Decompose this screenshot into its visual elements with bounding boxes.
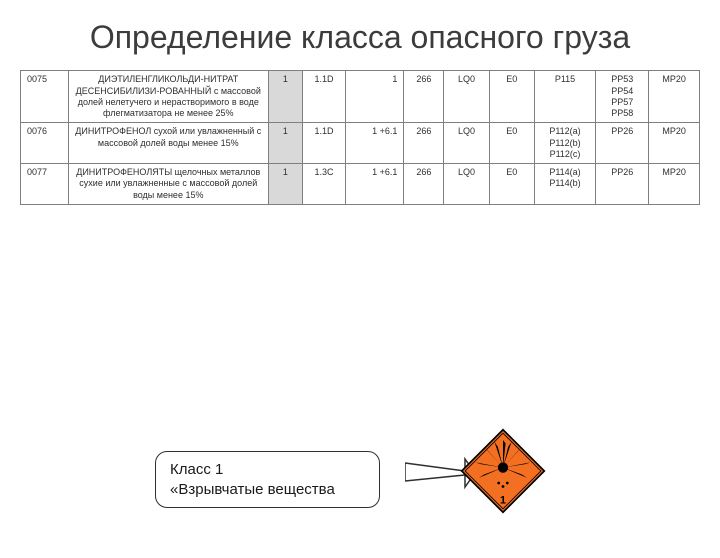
cell-pp: PP53 PP54 PP57 PP58 (596, 71, 649, 123)
cell-code: 0075 (21, 71, 69, 123)
cell-num: 266 (404, 164, 444, 205)
cell-p: P114(a) P114(b) (534, 164, 595, 205)
cell-mp: MP20 (649, 123, 700, 164)
cell-pp: PP26 (596, 123, 649, 164)
cell-lq: LQ0 (444, 123, 489, 164)
cell-col1: 1 (268, 123, 303, 164)
page-title: Определение класса опасного груза (40, 18, 680, 56)
cell-code: 0076 (21, 123, 69, 164)
callout-line2: «Взрывчатые вещества (170, 481, 335, 498)
hazmat-table: 0075ДИЭТИЛЕНГЛИКОЛЬДИ-НИТРАТ ДЕСЕНСИБИЛИ… (20, 70, 700, 205)
cell-e: E0 (489, 71, 534, 123)
cell-num: 266 (404, 123, 444, 164)
cell-mp: MP20 (649, 164, 700, 205)
cell-code: 0077 (21, 164, 69, 205)
cell-lq: LQ0 (444, 164, 489, 205)
cell-pp: PP26 (596, 164, 649, 205)
cell-e: E0 (489, 164, 534, 205)
table-row: 0075ДИЭТИЛЕНГЛИКОЛЬДИ-НИТРАТ ДЕСЕНСИБИЛИ… (21, 71, 700, 123)
class-callout: Класс 1 «Взрывчатые вещества (155, 433, 585, 513)
cell-name: ДИЭТИЛЕНГЛИКОЛЬДИ-НИТРАТ ДЕСЕНСИБИЛИЗИ-Р… (68, 71, 268, 123)
cell-num: 266 (404, 71, 444, 123)
table-row: 0077ДИНИТРОФЕНОЛЯТЫ щелочных металлов су… (21, 164, 700, 205)
cell-subrisk: 1 (345, 71, 404, 123)
cell-class_code: 1.1D (303, 71, 346, 123)
cell-e: E0 (489, 123, 534, 164)
callout-line1: Класс 1 (170, 461, 223, 478)
cell-mp: MP20 (649, 71, 700, 123)
cell-name: ДИНИТРОФЕНОЛ сухой или увлажненный с мас… (68, 123, 268, 164)
cell-p: P112(a) P112(b) P112(c) (534, 123, 595, 164)
cell-lq: LQ0 (444, 71, 489, 123)
table-row: 0076ДИНИТРОФЕНОЛ сухой или увлажненный с… (21, 123, 700, 164)
cell-subrisk: 1 +6.1 (345, 164, 404, 205)
hazmat-table-wrap: 0075ДИЭТИЛЕНГЛИКОЛЬДИ-НИТРАТ ДЕСЕНСИБИЛИ… (20, 70, 700, 205)
cell-name: ДИНИТРОФЕНОЛЯТЫ щелочных металлов сухие … (68, 164, 268, 205)
cell-class_code: 1.1D (303, 123, 346, 164)
placard-class-number: 1 (500, 495, 506, 507)
cell-p: P115 (534, 71, 595, 123)
cell-class_code: 1.3C (303, 164, 346, 205)
cell-col1: 1 (268, 71, 303, 123)
cell-subrisk: 1 +6.1 (345, 123, 404, 164)
cell-col1: 1 (268, 164, 303, 205)
explosive-placard-icon: 1 (460, 428, 546, 514)
callout-text: Класс 1 «Взрывчатые вещества (155, 451, 380, 508)
